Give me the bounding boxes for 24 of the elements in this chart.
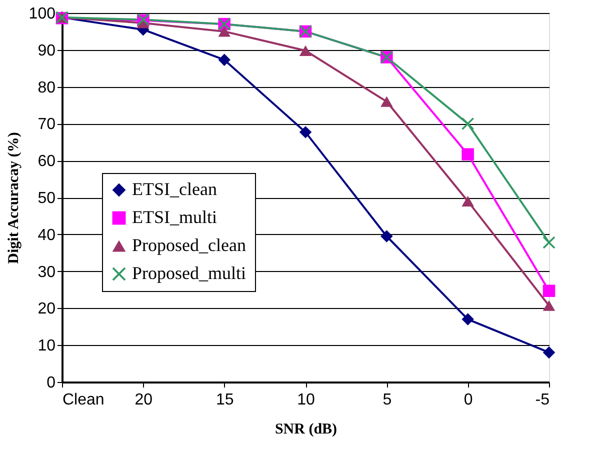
y-tick-label: 90 — [38, 42, 56, 60]
y-axis-title: Digit Accuracay (%) — [6, 132, 22, 264]
y-tick-label: 40 — [38, 226, 56, 244]
x-tick-label: 15 — [216, 392, 234, 408]
legend-label: Proposed_clean — [132, 235, 246, 255]
y-tick-label: 30 — [38, 264, 56, 281]
x-tick-label: 5 — [382, 392, 392, 408]
x-tick-label: Clean — [62, 392, 104, 408]
y-tick-label: 60 — [38, 153, 56, 170]
x-tick-label: 0 — [464, 392, 473, 408]
y-tick-label: 70 — [38, 116, 56, 134]
legend-label: ETSI_clean — [132, 179, 217, 199]
x-tick-label: -5 — [535, 392, 550, 408]
legend-label: ETSI_multi — [132, 207, 217, 227]
x-axis-title: SNR (dB) — [274, 422, 338, 438]
y-tick-label: 20 — [38, 300, 56, 318]
y-tick-label: 100 — [28, 6, 56, 22]
legend-label: Proposed_multi — [132, 263, 246, 283]
y-tick-label: 50 — [38, 190, 56, 207]
y-tick-label: 0 — [46, 374, 56, 392]
y-tick-label: 80 — [38, 79, 56, 96]
x-tick-label: 20 — [134, 392, 153, 408]
y-tick-label: 10 — [38, 338, 56, 355]
x-tick-label: 10 — [297, 392, 315, 408]
